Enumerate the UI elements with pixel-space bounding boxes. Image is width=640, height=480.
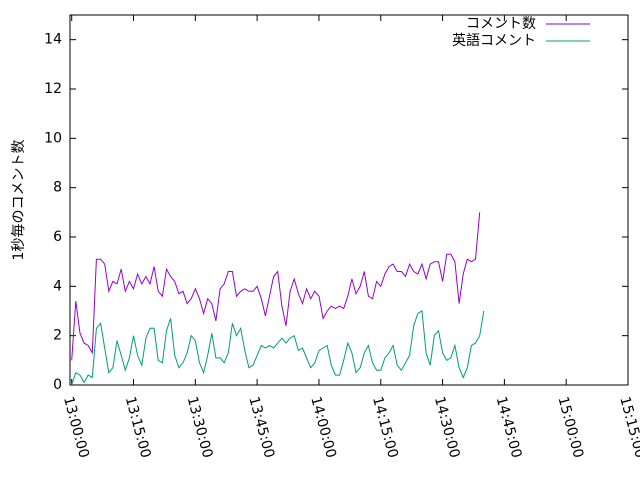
plot-frame — [69, 14, 629, 386]
x-tick-label: 14:00:00 — [307, 395, 339, 460]
legend-label: 英語コメント — [452, 32, 536, 49]
x-tick-label: 13:45:00 — [245, 395, 277, 460]
x-tick-label: 15:00:00 — [554, 395, 586, 460]
x-tick-label: 14:30:00 — [431, 395, 463, 460]
y-tick-label: 12 — [44, 81, 62, 97]
y-tick-label: 6 — [53, 229, 62, 245]
y-tick-label: 14 — [44, 32, 62, 48]
y-axis: 0 2 4 6 8 10 12 14 — [44, 32, 628, 393]
y-tick-label: 10 — [44, 130, 62, 146]
x-tick-label: 14:15:00 — [369, 395, 401, 460]
y-tick-label: 0 — [53, 377, 62, 393]
y-axis-label: 1秒毎のコメント数 — [11, 140, 27, 261]
y-tick-label: 2 — [53, 328, 62, 344]
x-axis: 13:00:00 13:15:00 13:30:00 13:45:00 14:00:00… — [60, 15, 640, 460]
x-tick-label: 15:15:00 — [616, 395, 640, 460]
x-tick-label: 14:45:00 — [493, 395, 525, 460]
y-tick-label: 8 — [53, 180, 62, 196]
x-tick-label: 13:15:00 — [122, 395, 154, 460]
y-tick-label: 4 — [53, 278, 62, 294]
series-group — [71, 212, 485, 386]
series-line-1 — [71, 310, 485, 386]
x-tick-label: 13:30:00 — [184, 395, 216, 460]
x-tick-label: 13:00:00 — [60, 395, 92, 460]
series-line-0 — [71, 212, 481, 361]
legend-label: コメント数 — [466, 16, 536, 32]
